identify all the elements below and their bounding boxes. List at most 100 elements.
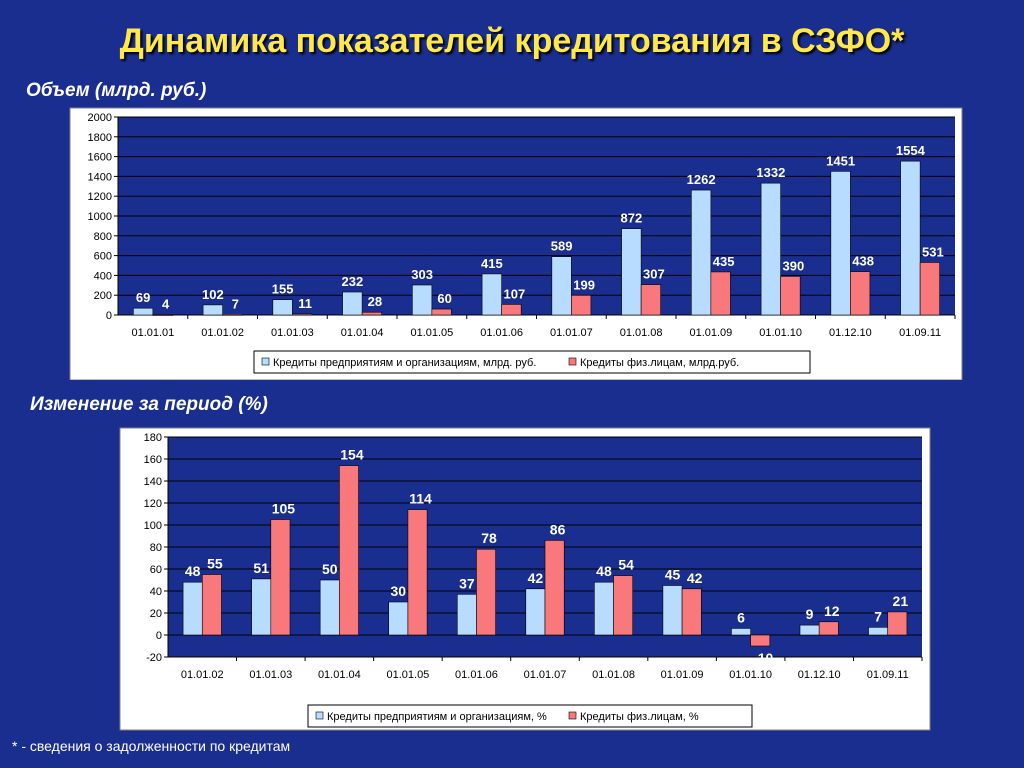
c2-y-tick-label: 60 bbox=[150, 564, 162, 576]
c2-data-label: 114 bbox=[409, 491, 432, 507]
c2-bar-corporate bbox=[251, 578, 272, 636]
c1-x-tick-label: 01.01.05 bbox=[410, 327, 453, 339]
c1-data-label: 11 bbox=[298, 296, 312, 311]
c1-x-tick-label: 01.01.09 bbox=[689, 327, 732, 339]
chart1-subtitle: Объем (млрд. руб.) bbox=[26, 80, 207, 101]
c1-x-tick-label: 01.01.10 bbox=[759, 327, 802, 339]
c2-data-label: 48 bbox=[596, 563, 612, 579]
c2-data-label: 45 bbox=[665, 567, 681, 583]
volume-chart: 0 200 400 600 800 1000 1200 1400 1600 1800 2000 01.… bbox=[69, 107, 963, 380]
c2-x-tick-label: 01.01.04 bbox=[318, 669, 361, 681]
c2-bar-retail bbox=[476, 548, 496, 636]
footnote: * - сведения о задолженности по кредитам bbox=[12, 738, 291, 754]
c2-y-tick-label: -20 bbox=[146, 652, 162, 664]
c2-bar-corporate bbox=[456, 593, 477, 636]
c1-bar-corporate bbox=[133, 307, 154, 316]
c1-data-label: 60 bbox=[437, 291, 451, 306]
c1-data-label: 102 bbox=[202, 287, 224, 302]
c1-data-label: 1262 bbox=[687, 172, 716, 187]
c1-data-label: 303 bbox=[411, 267, 433, 282]
c2-bar-retail bbox=[818, 621, 839, 636]
c1-data-label: 390 bbox=[783, 258, 805, 273]
c1-bar-retail bbox=[501, 304, 522, 316]
c2-data-label: 48 bbox=[185, 563, 201, 579]
c2-x-tick-label: 01.01.02 bbox=[181, 669, 224, 681]
c1-bar-retail bbox=[710, 271, 731, 316]
c1-bar-retail bbox=[292, 313, 313, 316]
c1-y-tick-label: 0 bbox=[106, 310, 112, 322]
c2-x-tick-label: 01.01.06 bbox=[455, 669, 498, 681]
c1-data-label: 232 bbox=[342, 274, 364, 289]
c2-y-tick-label: 140 bbox=[144, 476, 162, 488]
c2-y-tick-label: 20 bbox=[150, 608, 162, 620]
c2-y-tick-label: 120 bbox=[144, 498, 162, 510]
c1-bar-retail bbox=[152, 314, 173, 316]
c1-bar-corporate bbox=[830, 171, 851, 316]
c1-legend-swatch bbox=[261, 357, 270, 366]
c1-data-label: 1554 bbox=[896, 143, 926, 158]
c1-data-label: 155 bbox=[272, 282, 294, 297]
c1-bar-corporate bbox=[760, 182, 781, 316]
c1-y-tick-label: 1400 bbox=[88, 171, 112, 183]
c1-data-label: 7 bbox=[232, 296, 239, 311]
c2-x-tick-label: 01.01.09 bbox=[661, 669, 704, 681]
c2-data-label: 6 bbox=[737, 609, 745, 625]
c1-bar-corporate bbox=[202, 304, 223, 316]
c1-bar-retail bbox=[361, 311, 382, 316]
c2-bar-retail bbox=[270, 519, 291, 636]
c2-bar-corporate bbox=[388, 601, 409, 636]
c2-bar-retail bbox=[339, 465, 359, 636]
c2-bar-corporate bbox=[731, 628, 751, 636]
c2-bar-retail bbox=[887, 611, 908, 636]
c1-y-tick-label: 1200 bbox=[88, 191, 112, 203]
c2-x-tick-label: 01.01.07 bbox=[524, 669, 567, 681]
c2-x-tick-label: 01.01.10 bbox=[729, 669, 772, 681]
c2-bar-retail bbox=[544, 540, 565, 636]
c2-data-label: 54 bbox=[618, 557, 634, 573]
c1-bar-retail bbox=[640, 284, 661, 316]
c1-y-tick-label: 1000 bbox=[88, 211, 112, 223]
c1-data-label: 28 bbox=[368, 294, 382, 309]
c2-data-label: -10 bbox=[753, 650, 773, 666]
c2-y-tick-label: 100 bbox=[144, 520, 162, 532]
c2-x-tick-label: 01.01.03 bbox=[249, 669, 292, 681]
c2-data-label: 21 bbox=[893, 593, 909, 609]
c2-x-tick-label: 01.01.05 bbox=[386, 669, 429, 681]
c1-bar-retail bbox=[431, 308, 452, 316]
c2-bar-retail bbox=[201, 574, 222, 636]
c1-bar-corporate bbox=[900, 160, 921, 316]
c1-y-tick-label: 2000 bbox=[88, 112, 112, 124]
c1-bar-retail bbox=[850, 271, 871, 316]
c1-data-label: 531 bbox=[922, 244, 944, 259]
c1-x-tick-label: 01.01.04 bbox=[341, 327, 384, 339]
c2-y-tick-label: 80 bbox=[150, 542, 162, 554]
c2-bar-corporate bbox=[868, 626, 889, 636]
c2-data-label: 78 bbox=[481, 530, 497, 546]
c1-data-label: 1451 bbox=[826, 153, 855, 168]
c1-y-tick-label: 400 bbox=[94, 270, 112, 282]
c1-data-label: 438 bbox=[852, 254, 874, 269]
c2-bar-corporate bbox=[182, 581, 203, 636]
c1-bar-corporate bbox=[481, 273, 502, 316]
c2-y-tick-label: 160 bbox=[144, 454, 162, 466]
c1-bar-corporate bbox=[342, 291, 363, 316]
c1-y-tick-label: 200 bbox=[94, 290, 112, 302]
c1-x-tick-label: 01.09.11 bbox=[899, 327, 941, 339]
change-chart: -20 0 20 40 60 80 100 120 140 160 180 01.01.02 48 55 0… bbox=[119, 427, 931, 731]
c1-x-tick-label: 01.01.02 bbox=[201, 327, 244, 339]
c1-y-tick-label: 800 bbox=[94, 231, 112, 243]
c2-y-tick-label: 0 bbox=[156, 630, 162, 642]
c2-x-tick-label: 01.01.08 bbox=[592, 669, 635, 681]
c2-data-label: 50 bbox=[322, 561, 338, 577]
c2-data-label: 30 bbox=[391, 583, 407, 599]
c1-bar-corporate bbox=[621, 228, 642, 316]
page-title: Динамика показателей кредитования в СЗФО… bbox=[119, 22, 905, 60]
c2-bar-retail bbox=[407, 509, 428, 636]
c1-legend-label: Кредиты предприятиям и организациям, млр… bbox=[273, 357, 536, 369]
c2-data-label: 42 bbox=[687, 570, 703, 586]
c1-bar-retail bbox=[780, 276, 801, 316]
c2-data-label: 55 bbox=[207, 556, 223, 572]
c1-data-label: 872 bbox=[621, 211, 643, 226]
c1-x-tick-label: 01.01.06 bbox=[480, 327, 523, 339]
c2-legend-swatch bbox=[568, 711, 577, 720]
